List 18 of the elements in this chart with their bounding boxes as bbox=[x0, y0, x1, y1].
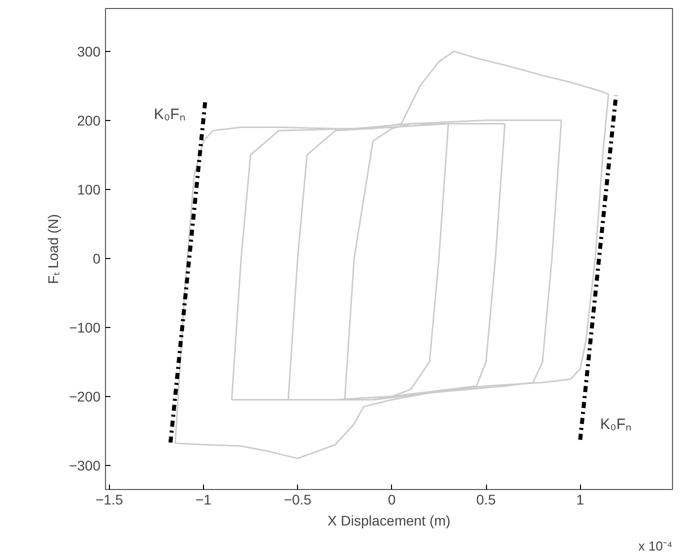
x-axis-title: X Displacement (m) bbox=[328, 512, 450, 528]
annotation: K₀Fₙ bbox=[154, 106, 186, 123]
y-tick-label: −300 bbox=[68, 457, 101, 474]
x-tick-label: −1.5 bbox=[95, 492, 124, 508]
x-tick-label: 1 bbox=[576, 492, 584, 508]
y-tick-label: 0 bbox=[92, 250, 101, 266]
x-tick-label: 0 bbox=[388, 492, 396, 508]
x-tick-label: −1 bbox=[195, 492, 212, 508]
y-axis-title: Fₜ Load (N) bbox=[44, 214, 61, 284]
annotation: K₀Fₙ bbox=[600, 416, 632, 434]
y-tick-label: 200 bbox=[77, 112, 101, 128]
text: x 10⁻⁴ bbox=[638, 538, 673, 554]
y-tick-label: −100 bbox=[68, 319, 101, 336]
x-tick-label: −0.5 bbox=[284, 492, 312, 508]
y-tick-label: 300 bbox=[77, 43, 101, 60]
y-tick-label: 100 bbox=[77, 181, 101, 198]
x-tick-label: 0.5 bbox=[476, 492, 496, 508]
y-tick-label: −200 bbox=[68, 388, 101, 404]
